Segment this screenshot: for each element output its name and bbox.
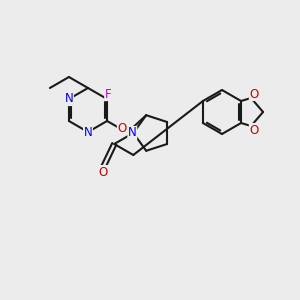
Text: O: O: [249, 88, 259, 100]
Text: N: N: [84, 125, 92, 139]
Text: N: N: [64, 92, 73, 106]
Text: O: O: [249, 124, 259, 136]
Text: O: O: [117, 122, 127, 134]
Text: F: F: [105, 88, 111, 100]
Text: N: N: [128, 127, 137, 140]
Text: O: O: [99, 166, 108, 178]
